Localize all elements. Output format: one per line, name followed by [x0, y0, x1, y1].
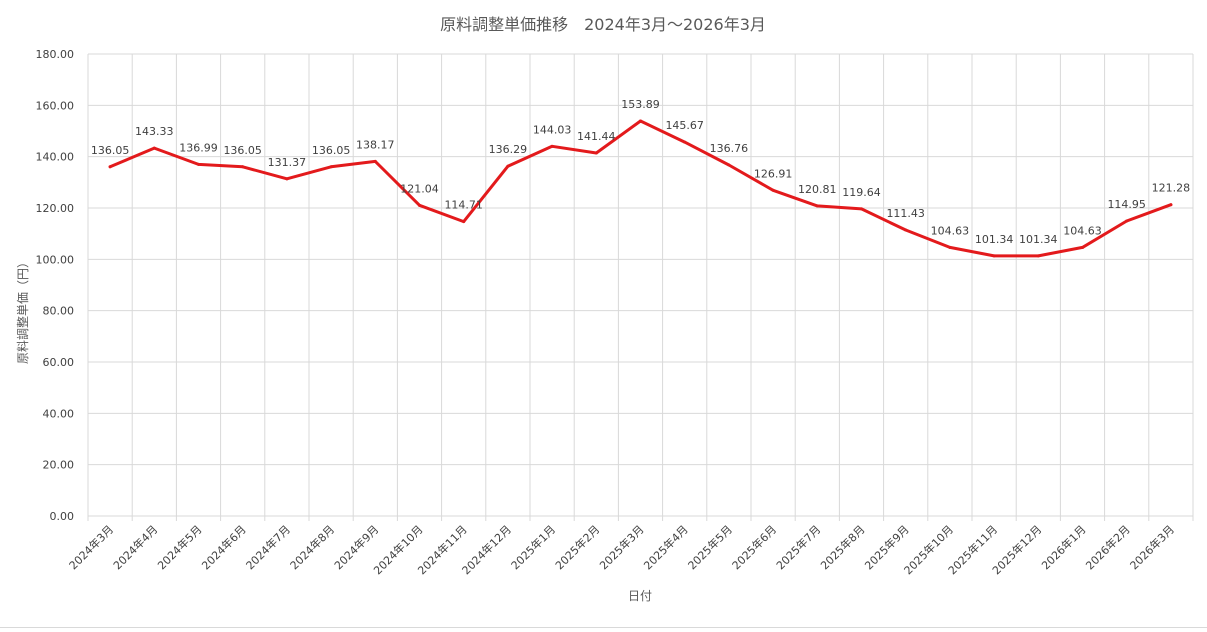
x-tick-label: 2025年1月: [508, 522, 558, 572]
chart-title: 原料調整単価推移 2024年3月～2026年3月: [440, 15, 766, 34]
data-label: 138.17: [356, 138, 395, 151]
y-tick-label: 160.00: [36, 99, 75, 112]
data-point: [683, 140, 687, 144]
data-label: 136.29: [489, 143, 528, 156]
data-point: [1169, 203, 1173, 207]
x-tick-label: 2024年4月: [110, 522, 160, 572]
y-tick-label: 20.00: [43, 459, 75, 472]
x-tick-label: 2024年6月: [199, 522, 249, 572]
data-label: 131.37: [268, 156, 307, 169]
data-label: 141.44: [577, 130, 616, 143]
data-label: 136.05: [223, 144, 262, 157]
data-point: [860, 207, 863, 211]
y-tick-label: 120.00: [36, 202, 75, 215]
x-tick-label: 2024年7月: [243, 522, 293, 572]
data-point: [152, 146, 156, 150]
y-tick-label: 140.00: [36, 151, 75, 164]
x-tick-label: 2025年4月: [641, 522, 691, 572]
x-tick-label: 2024年8月: [287, 522, 337, 572]
y-tick-label: 100.00: [36, 253, 75, 266]
data-label: 114.71: [444, 199, 483, 212]
data-label: 143.33: [135, 125, 174, 138]
data-label: 114.95: [1107, 198, 1146, 211]
data-point: [241, 165, 245, 169]
data-point: [1036, 254, 1040, 258]
data-point: [815, 204, 819, 208]
data-label: 136.05: [91, 144, 130, 157]
x-tick-label: 2025年6月: [729, 522, 779, 572]
x-axis-title: 日付: [628, 589, 652, 603]
x-tick-label: 2025年8月: [817, 522, 867, 572]
data-point: [1081, 245, 1084, 249]
data-point: [771, 188, 775, 192]
data-label: 101.34: [1019, 233, 1058, 246]
y-axis-title: 原料調整単価（円）: [15, 256, 30, 364]
y-tick-label: 60.00: [43, 356, 75, 369]
y-tick-label: 80.00: [43, 305, 75, 318]
data-label: 136.05: [312, 144, 351, 157]
x-tick-label: 2026年1月: [1038, 522, 1088, 572]
series: [108, 119, 1173, 258]
data-label: 126.91: [754, 167, 793, 180]
data-point: [639, 119, 642, 123]
data-label: 136.76: [710, 142, 749, 155]
data-label: 136.99: [179, 141, 218, 154]
data-label: 153.89: [621, 98, 660, 111]
data-label: 119.64: [842, 186, 881, 199]
data-label: 120.81: [798, 183, 837, 196]
data-point: [197, 162, 200, 166]
data-label: 121.04: [400, 182, 439, 195]
data-label: 104.63: [931, 224, 970, 237]
data-point: [329, 165, 333, 169]
data-label: 145.67: [665, 119, 704, 132]
data-point: [1125, 219, 1129, 223]
data-point: [506, 164, 510, 168]
data-label: 144.03: [533, 123, 572, 136]
data-label: 101.34: [975, 233, 1014, 246]
x-tick-label: 2025年3月: [596, 522, 646, 572]
x-tick-label: 2026年3月: [1127, 522, 1177, 572]
grid: [87, 53, 1194, 521]
data-label: 111.43: [886, 207, 925, 220]
data-label: 104.63: [1063, 224, 1102, 237]
data-point: [550, 144, 554, 148]
data-point: [373, 159, 377, 163]
data-point: [285, 177, 289, 181]
x-tick-label: 2024年5月: [154, 522, 204, 572]
data-point: [108, 165, 112, 169]
data-point: [462, 220, 466, 224]
data-point: [904, 228, 908, 232]
data-label: 121.28: [1152, 182, 1191, 195]
data-labels: 136.05 143.33 136.99 136.05 131.37 136.05 138.…: [91, 98, 1190, 246]
data-point: [727, 163, 731, 167]
data-point: [948, 245, 952, 249]
axes: 0.00 20.00 40.00 60.00 80.00 100.00 120.00 140.…: [36, 48, 1178, 577]
x-tick-label: 2025年2月: [552, 522, 602, 572]
x-tick-label: 2024年3月: [66, 522, 116, 572]
y-tick-label: 40.00: [43, 407, 75, 420]
y-tick-label: 180.00: [36, 48, 75, 61]
y-tick-label: 0.00: [50, 510, 75, 523]
data-point: [418, 203, 421, 207]
x-tick-label: 2025年5月: [685, 522, 735, 572]
x-tick-label: 2026年2月: [1083, 522, 1133, 572]
x-tick-label: 2025年7月: [773, 522, 823, 572]
data-point: [992, 254, 996, 258]
data-point: [594, 151, 598, 155]
